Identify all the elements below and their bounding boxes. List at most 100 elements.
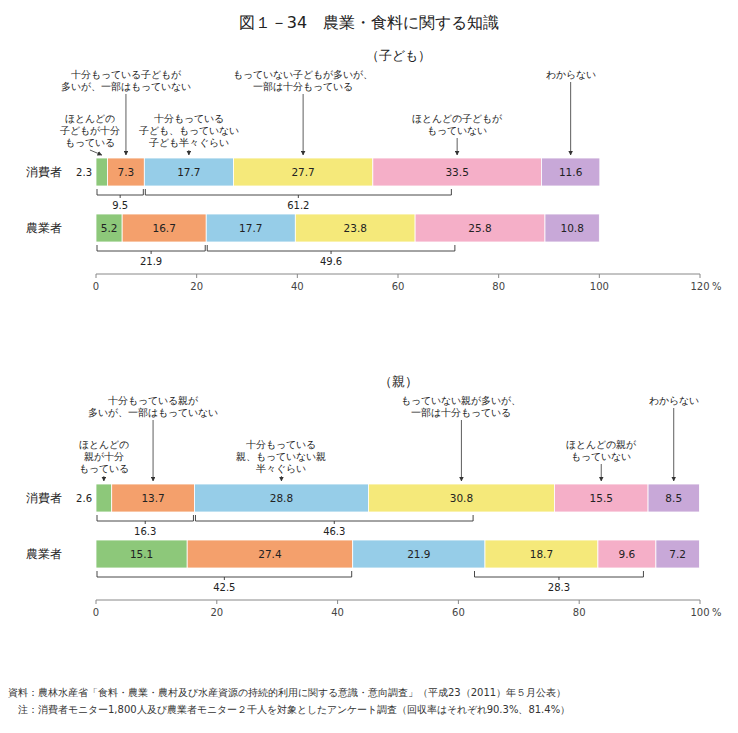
annotation-line: 一部は十分もっている — [253, 81, 353, 92]
annotation-line: もっていない子どもが多いが、 — [233, 69, 373, 80]
tick-label: 20 — [210, 607, 223, 618]
brace — [97, 515, 193, 524]
annotation-line: わからない — [649, 395, 699, 406]
section-title: （子ども） — [366, 48, 431, 63]
tick-mark — [297, 274, 298, 278]
brace-label: 49.6 — [320, 256, 342, 267]
brace — [207, 245, 455, 254]
chart: 図１－34 農業・食料に関する知識（子ども）2.37.317.727.733.5… — [0, 0, 738, 733]
data-label: 9.6 — [619, 548, 636, 560]
note: 注：消費者モニター1,800人及び農業者モニター２千人を対象としたアンケート調査… — [8, 704, 570, 715]
axis-label: % — [712, 281, 722, 292]
annotation: ほとんどの親がもっていない — [566, 439, 637, 462]
annotation-line: ほとんどの子どもが — [412, 113, 503, 124]
annotation-line: 親が十分 — [84, 451, 124, 462]
brace-label: 9.5 — [112, 200, 128, 211]
note: 資料：農林水産省「食料・農業・農村及び水産資源の持続的利用に関する意識・意向調査… — [8, 687, 566, 698]
annotation-arrow — [457, 138, 458, 155]
bar-segment — [144, 158, 233, 186]
brace — [195, 515, 473, 524]
brace — [97, 245, 205, 254]
annotation-line: もっている — [65, 137, 115, 148]
annotation-line: もっていない — [427, 125, 487, 136]
bar-segment — [122, 214, 206, 242]
tick-mark — [337, 600, 338, 604]
annotation-arrow — [461, 420, 462, 481]
bar-segment — [108, 158, 145, 186]
data-label: 17.7 — [239, 222, 262, 234]
annotation-line: わからない — [546, 69, 596, 80]
tick-mark — [458, 600, 459, 604]
bar-segment — [96, 158, 108, 186]
tick-label: 0 — [93, 281, 99, 292]
data-label: 2.3 — [76, 167, 92, 178]
annotation-line: ほとんどの — [65, 113, 115, 124]
annotations: ほとんどの子どもが十分もっている十分もっている子どもが多いが、一部はもっていない… — [60, 69, 596, 155]
section-title: （親） — [379, 374, 418, 389]
annotation-line: 十分もっている子どもが — [71, 69, 182, 80]
tick-mark — [498, 274, 499, 278]
data-label: 27.4 — [258, 548, 282, 560]
x-axis: 020406080100% — [93, 600, 722, 618]
tick-label: 100 — [690, 607, 709, 618]
brace-label: 42.5 — [213, 582, 235, 593]
bar-segment — [541, 158, 599, 186]
annotation-line: 十分もっている — [154, 113, 224, 124]
annotation-line: 子どもが十分 — [60, 125, 120, 136]
bar-segment — [485, 540, 598, 568]
data-label: 27.7 — [291, 166, 314, 178]
annotation-line: 一部は十分もっている — [411, 407, 511, 418]
data-label: 13.7 — [141, 492, 164, 504]
data-label: 30.8 — [450, 492, 473, 504]
brace-label: 16.3 — [134, 526, 156, 537]
bar-segment — [353, 540, 485, 568]
bar-segment — [415, 214, 545, 242]
tick-mark — [700, 274, 701, 278]
annotation-line: 十分もっている親が — [108, 395, 199, 406]
annotation-line: 親、もっていない親 — [236, 451, 326, 462]
tick-mark — [96, 600, 97, 604]
annotation-line: もっていない親が多いが、 — [401, 395, 521, 406]
annotation-arrow — [570, 82, 571, 155]
annotation-arrow — [90, 150, 102, 155]
data-label: 15.5 — [590, 492, 613, 504]
data-label: 18.7 — [530, 548, 553, 560]
tick-mark — [599, 274, 600, 278]
tick-mark — [96, 274, 97, 278]
brace — [97, 189, 143, 198]
data-label: 8.5 — [665, 492, 682, 504]
annotation: ほとんどの子どもが十分もっている — [60, 113, 120, 148]
data-label: 15.1 — [130, 548, 153, 560]
category-label: 農業者 — [26, 221, 62, 235]
annotation: わからない — [546, 69, 596, 80]
data-label: 33.5 — [445, 166, 468, 178]
annotations: ほとんどの親が十分もっている十分もっている親が多いが、一部はもっていない十分もっ… — [79, 395, 699, 481]
braces: 9.561.221.949.6 — [97, 189, 455, 267]
brace — [145, 189, 451, 198]
tick-label: 120 — [690, 281, 709, 292]
data-label: 7.3 — [118, 166, 135, 178]
tick-label: 0 — [93, 607, 99, 618]
tick-mark — [579, 600, 580, 604]
axis-label: % — [712, 607, 722, 618]
data-label: 5.2 — [101, 222, 118, 234]
bar-segment — [656, 540, 699, 568]
bar-segment — [598, 540, 656, 568]
annotation-arrow — [303, 94, 304, 155]
annotation-line: もっている — [79, 463, 129, 474]
bar-segment — [368, 484, 554, 512]
annotation-line: 子ども、もっていない — [139, 125, 239, 136]
data-label: 28.8 — [270, 492, 293, 504]
brace-label: 61.2 — [287, 200, 309, 211]
data-label: 25.8 — [468, 222, 491, 234]
annotation-line: 半々ぐらい — [256, 463, 306, 474]
data-labels: 2.37.317.727.733.511.65.216.717.723.825.… — [76, 166, 584, 234]
tick-label: 40 — [331, 607, 344, 618]
bar-segment — [187, 540, 352, 568]
bar-segment — [112, 484, 195, 512]
data-label: 16.7 — [153, 222, 176, 234]
bar-segment — [206, 214, 295, 242]
annotation: わからない — [649, 395, 699, 406]
annotation-line: もっていない — [571, 451, 631, 462]
annotation: ほとんどの子どもがもっていない — [412, 113, 503, 136]
